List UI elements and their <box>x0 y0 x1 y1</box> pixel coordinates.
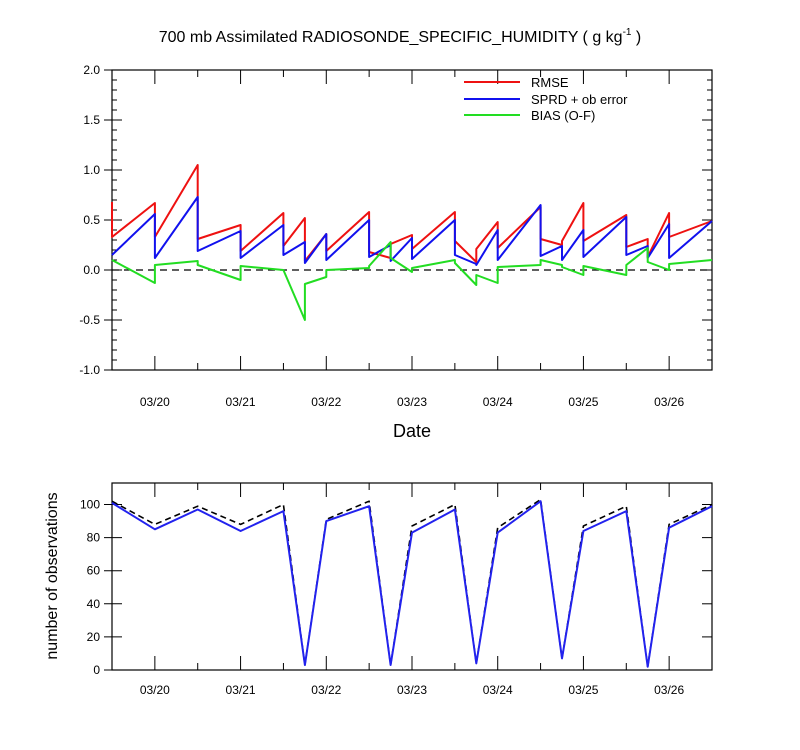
y-tick-label: 0 <box>93 663 100 677</box>
top-x-axis-label: Date <box>393 421 431 441</box>
x-tick-label: 03/23 <box>397 683 427 697</box>
series-line-sprd <box>111 196 713 266</box>
y-tick-label: 80 <box>87 531 101 545</box>
x-tick-label: 03/26 <box>654 395 684 409</box>
x-tick-label: 03/22 <box>311 395 341 409</box>
y-tick-label: 100 <box>80 498 100 512</box>
x-tick-label: 03/21 <box>226 683 256 697</box>
y-tick-label: 40 <box>87 597 101 611</box>
legend-label: BIAS (O-F) <box>531 108 595 123</box>
x-tick-label: 03/21 <box>226 395 256 409</box>
x-tick-label: 03/22 <box>311 683 341 697</box>
chart-title-main: 700 mb Assimilated RADIOSONDE_SPECIFIC_H… <box>159 29 623 46</box>
bottom-y-axis-label: number of observations <box>44 492 61 659</box>
y-tick-label: -0.5 <box>79 313 100 327</box>
x-tick-label: 03/20 <box>140 683 170 697</box>
legend-label: RMSE <box>531 75 569 90</box>
x-tick-label: 03/25 <box>568 395 598 409</box>
y-tick-label: 0.5 <box>83 213 100 227</box>
x-tick-label: 03/26 <box>654 683 684 697</box>
legend-label: SPRD + ob error <box>531 92 628 107</box>
y-tick-label: 60 <box>87 564 101 578</box>
y-tick-label: 0.0 <box>83 263 100 277</box>
x-tick-label: 03/25 <box>568 683 598 697</box>
x-tick-label: 03/23 <box>397 395 427 409</box>
top-panel: 03/20 03/21 03/22 03/23 03/24 03/25 03/26 -1.0 -… <box>79 63 713 409</box>
series-line-obs_total <box>111 498 713 668</box>
chart-title: 700 mb Assimilated RADIOSONDE_SPECIFIC_H… <box>159 27 642 46</box>
y-tick-label: 20 <box>87 630 101 644</box>
y-tick-label: 1.0 <box>83 163 100 177</box>
x-tick-label: 03/20 <box>140 395 170 409</box>
y-tick-label: 2.0 <box>83 63 100 77</box>
chart-title-superscript: -1 <box>623 27 632 38</box>
chart-title-tail: ) <box>631 29 641 46</box>
x-tick-label: 03/24 <box>483 395 513 409</box>
bottom-panel: 03/20 03/21 03/22 03/23 03/24 03/25 03/26 0 20 40… <box>80 482 713 697</box>
y-tick-label: -1.0 <box>79 363 100 377</box>
series-line-obs_used <box>111 500 713 668</box>
y-tick-label: 1.5 <box>83 113 100 127</box>
x-tick-label: 03/24 <box>483 683 513 697</box>
